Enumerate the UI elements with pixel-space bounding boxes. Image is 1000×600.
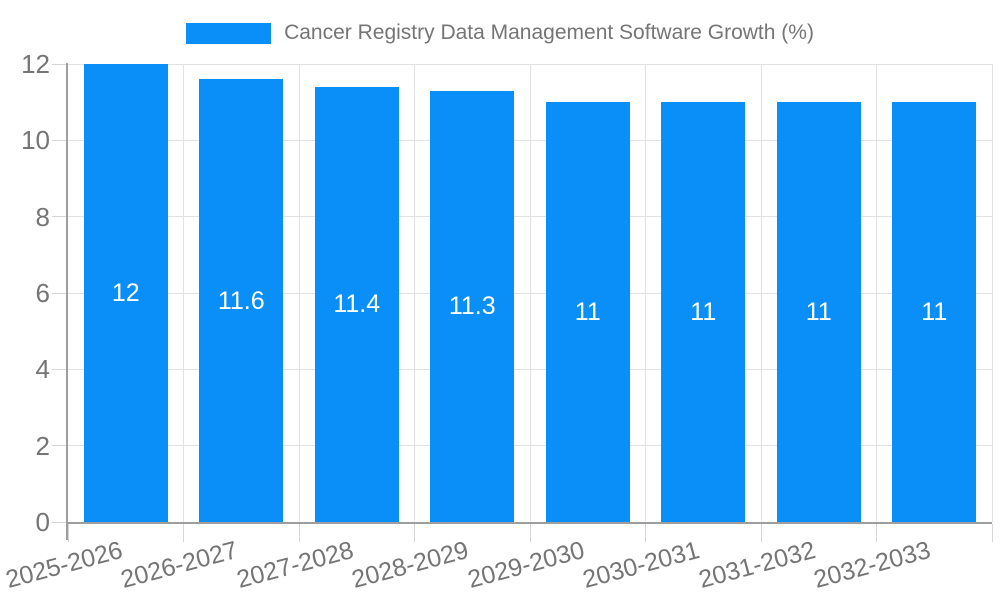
v-gridline [991,64,993,522]
y-axis-label: 12 [21,49,50,79]
bar-value-label: 11 [921,298,948,327]
y-axis-label: 0 [35,507,50,537]
v-gridline [876,64,877,522]
x-tick [414,524,415,542]
x-tick [529,524,531,542]
y-axis-label: 2 [35,430,50,461]
y-tick [52,368,68,370]
legend-label: Cancer Registry Data Management Software… [284,21,814,44]
bar-value-label: 11.3 [448,292,496,321]
y-tick [52,445,68,447]
chart-legend[interactable]: Cancer Registry Data Management Software… [0,20,1000,46]
bar [199,79,284,522]
y-axis-label: 10 [21,125,50,156]
bar-value-label: 11 [690,298,717,327]
bar [83,64,168,522]
bar [661,102,746,522]
y-axis-label: 8 [35,201,50,232]
bar [545,102,630,522]
x-tick [991,524,993,542]
v-gridline [529,64,531,522]
bar-value-label: 11.6 [217,286,265,315]
y-axis-label: 6 [35,278,50,308]
x-tick [183,524,184,542]
y-axis-line [66,63,68,540]
x-tick [876,524,877,542]
y-tick [52,521,68,523]
x-tick [67,524,69,542]
bar [776,102,861,522]
y-tick [52,216,68,218]
x-axis-line [68,522,992,524]
x-tick [645,524,646,542]
y-tick [52,292,68,294]
bar-value-label: 11.4 [333,290,381,319]
bar [430,90,515,522]
bar-value-label: 11 [574,298,601,327]
v-gridline [183,64,184,522]
legend-swatch [186,22,272,44]
y-tick [52,139,68,141]
v-gridline [414,64,415,522]
bar [314,86,399,522]
x-tick [760,524,762,542]
bar [892,102,977,522]
y-tick [52,63,68,65]
bar-value-label: 12 [111,279,140,307]
x-tick [298,524,300,542]
bar-value-label: 11 [805,298,832,327]
v-gridline [645,64,646,522]
v-gridline [760,64,762,522]
y-axis-label: 4 [35,354,50,385]
v-gridline [298,64,300,522]
